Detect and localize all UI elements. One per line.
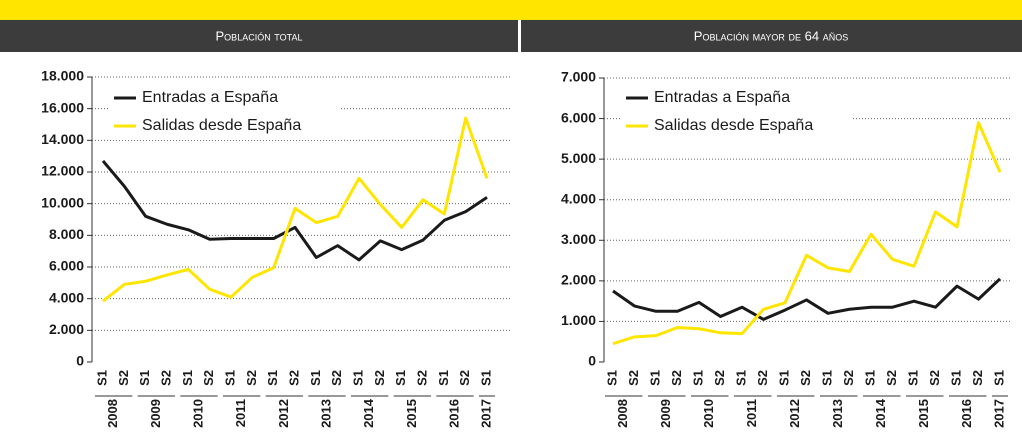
y-tick-label: 8.000 bbox=[49, 226, 84, 242]
y-tick-label: 14.000 bbox=[41, 131, 84, 147]
x-group-label: 2014 bbox=[361, 398, 376, 428]
x-tick-label: S1 bbox=[819, 370, 834, 386]
legend-label: Salidas desde España bbox=[654, 117, 813, 134]
y-tick-label: 16.000 bbox=[41, 99, 84, 115]
x-tick-label: S1 bbox=[478, 370, 493, 386]
x-group-label: 2009 bbox=[148, 399, 163, 428]
x-tick-label: S1 bbox=[137, 370, 152, 386]
x-group-label: 2017 bbox=[991, 399, 1006, 428]
x-tick-label: S2 bbox=[414, 370, 429, 386]
x-tick-label: S2 bbox=[372, 370, 387, 386]
y-tick-label: 10.000 bbox=[41, 194, 84, 210]
x-group-label: 2013 bbox=[318, 399, 333, 428]
legend-box bbox=[620, 84, 852, 140]
y-tick-label: 4.000 bbox=[561, 190, 596, 206]
x-group-label: 2010 bbox=[701, 399, 716, 428]
x-tick-label: S1 bbox=[180, 370, 195, 386]
x-tick-label: S1 bbox=[222, 370, 237, 386]
top-band bbox=[0, 0, 1022, 20]
panel-title: Población mayor de 64 años bbox=[694, 28, 848, 43]
x-tick-label: S2 bbox=[626, 370, 641, 386]
x-group-label: 2011 bbox=[744, 399, 759, 427]
x-group-label: 2009 bbox=[658, 399, 673, 428]
x-group-label: 2015 bbox=[404, 399, 419, 428]
x-tick-label: S1 bbox=[604, 370, 619, 386]
x-tick-label: S2 bbox=[841, 370, 856, 386]
header-bar bbox=[521, 20, 1022, 52]
y-tick-label: 1.000 bbox=[561, 312, 596, 328]
x-group-label: 2016 bbox=[959, 399, 974, 428]
series-line bbox=[612, 277, 1002, 321]
legend-label: Entradas a España bbox=[654, 89, 790, 106]
x-group-label: 2012 bbox=[787, 399, 802, 428]
x-tick-label: S1 bbox=[690, 370, 705, 386]
x-tick-label: S2 bbox=[927, 370, 942, 386]
x-tick-label: S2 bbox=[457, 370, 472, 386]
x-tick-label: S1 bbox=[393, 370, 408, 386]
series-line bbox=[102, 116, 489, 303]
x-group-label: 2008 bbox=[105, 399, 120, 428]
x-tick-label: S1 bbox=[94, 370, 109, 386]
header-bar bbox=[0, 20, 518, 52]
x-tick-label: S1 bbox=[776, 370, 791, 386]
x-tick-label: S2 bbox=[244, 370, 259, 386]
x-tick-label: S2 bbox=[116, 370, 131, 386]
y-tick-label: 2.000 bbox=[561, 272, 596, 288]
legend-label: Salidas desde España bbox=[142, 117, 301, 134]
x-group-label: 2011 bbox=[233, 399, 248, 427]
x-group-label: 2010 bbox=[190, 399, 205, 428]
x-group-label: 2008 bbox=[615, 399, 630, 428]
series-line bbox=[612, 121, 1002, 346]
series-line bbox=[101, 159, 488, 262]
x-tick-label: S1 bbox=[948, 370, 963, 386]
y-tick-label: 0 bbox=[588, 353, 596, 369]
x-tick-label: S1 bbox=[265, 370, 280, 386]
x-tick-label: S1 bbox=[991, 370, 1006, 386]
x-tick-label: S2 bbox=[798, 370, 813, 386]
y-tick-label: 7.000 bbox=[561, 69, 596, 85]
legend-box bbox=[108, 84, 340, 140]
y-tick-label: 0 bbox=[76, 353, 84, 369]
x-tick-label: S1 bbox=[308, 370, 323, 386]
y-tick-label: 12.000 bbox=[41, 163, 84, 179]
x-tick-label: S1 bbox=[436, 370, 451, 386]
x-group-label: 2013 bbox=[830, 399, 845, 428]
y-tick-label: 5.000 bbox=[561, 150, 596, 166]
x-group-label: 2012 bbox=[276, 399, 291, 428]
y-tick-label: 2.000 bbox=[49, 321, 84, 337]
x-tick-label: S2 bbox=[286, 370, 301, 386]
x-group-label: 2016 bbox=[446, 399, 461, 428]
x-tick-label: S1 bbox=[733, 370, 748, 386]
y-tick-label: 6.000 bbox=[561, 109, 596, 125]
x-group-label: 2014 bbox=[873, 398, 888, 428]
y-tick-label: 6.000 bbox=[49, 258, 84, 274]
y-tick-label: 3.000 bbox=[561, 231, 596, 247]
panel-title: Población total bbox=[216, 28, 303, 43]
y-tick-label: 4.000 bbox=[49, 289, 84, 305]
x-tick-label: S1 bbox=[862, 370, 877, 386]
legend-label: Entradas a España bbox=[142, 89, 278, 106]
x-tick-label: S1 bbox=[350, 370, 365, 386]
x-group-label: 2017 bbox=[478, 399, 493, 428]
x-tick-label: S2 bbox=[755, 370, 770, 386]
x-group-label: 2015 bbox=[916, 399, 931, 428]
x-tick-label: S2 bbox=[712, 370, 727, 386]
x-tick-label: S2 bbox=[158, 370, 173, 386]
y-tick-label: 18.000 bbox=[41, 68, 84, 84]
x-tick-label: S2 bbox=[970, 370, 985, 386]
x-tick-label: S2 bbox=[201, 370, 216, 386]
x-tick-label: S1 bbox=[905, 370, 920, 386]
x-tick-label: S2 bbox=[669, 370, 684, 386]
x-tick-label: S1 bbox=[647, 370, 662, 386]
x-tick-label: S2 bbox=[329, 370, 344, 386]
x-tick-label: S2 bbox=[884, 370, 899, 386]
